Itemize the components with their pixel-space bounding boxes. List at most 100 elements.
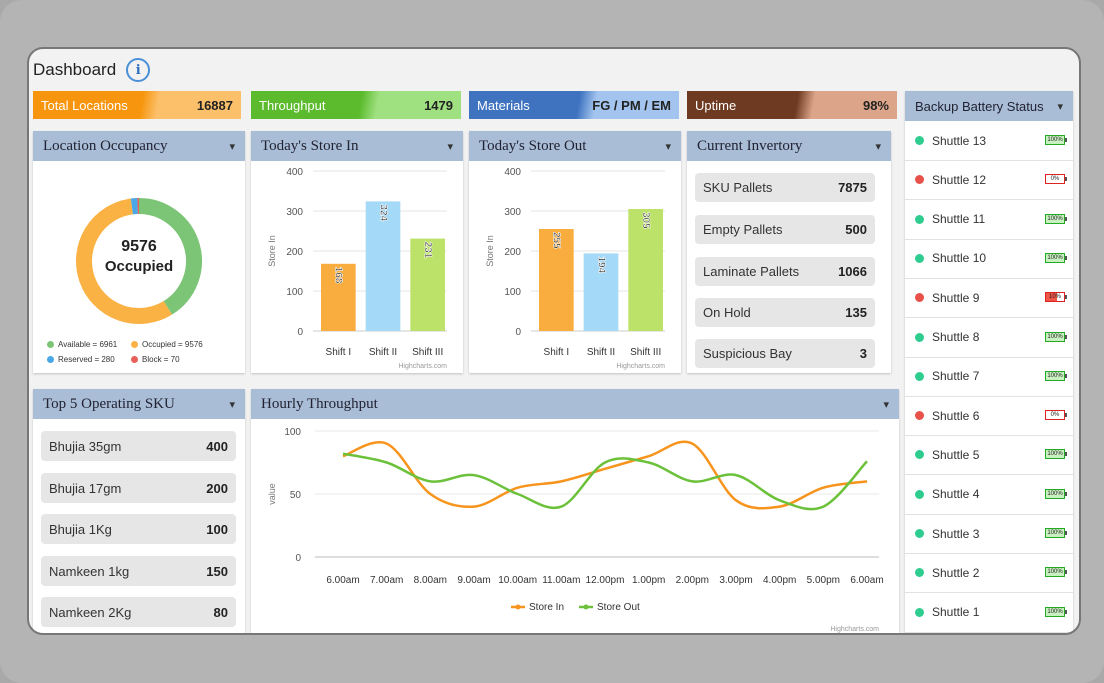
battery-row-shuttle-1[interactable]: Shuttle 1 100% [905, 593, 1073, 633]
y-tick-label: 0 [515, 327, 521, 338]
battery-row-shuttle-6[interactable]: Shuttle 6 0% [905, 396, 1073, 437]
location-occupancy-panel: Location Occupancy ▾ 9576 Occupied Avail… [33, 131, 245, 373]
kpi-uptime[interactable]: Uptime 98% [687, 91, 897, 119]
shuttle-label: Shuttle 12 [932, 172, 987, 187]
dropdown-caret-icon[interactable]: ▾ [447, 140, 453, 153]
data-label: 324 [377, 204, 388, 221]
kpi-label: Materials [477, 97, 530, 113]
battery-row-shuttle-2[interactable]: Shuttle 2 100% [905, 553, 1073, 594]
status-dot [915, 568, 924, 578]
x-tick-label: Shift II [369, 347, 397, 358]
x-tick-label: 2.00pm [676, 575, 709, 586]
inventory-item-suspicious-bay[interactable]: Suspicious Bay 3 [695, 339, 875, 368]
legend-item-reserved[interactable]: Reserved = 280 [47, 355, 115, 364]
legend-label: Block = 70 [142, 355, 180, 364]
battery-row-shuttle-4[interactable]: Shuttle 4 100% [905, 475, 1073, 515]
kpi-value: 98% [862, 97, 889, 113]
battery-row-shuttle-11[interactable]: Shuttle 11 100% [905, 200, 1073, 240]
sku-label: Namkeen 1kg [49, 563, 130, 579]
y-axis-label: value [267, 483, 277, 505]
dropdown-caret-icon[interactable]: ▾ [883, 398, 889, 411]
hourly-throughput-panel: Hourly Throughput ▾ 0 50 100 value 6.00am 7.0… [251, 389, 899, 633]
battery-row-shuttle-13[interactable]: Shuttle 13 100% [905, 121, 1073, 161]
legend-label: Store Out [597, 602, 640, 613]
x-tick-label: 6.00am [850, 575, 883, 586]
status-dot [915, 253, 924, 263]
legend-item-occupied[interactable]: Occupied = 9576 [131, 340, 203, 349]
x-tick-label: Shift III [412, 347, 443, 358]
status-dot [915, 450, 924, 460]
inventory-label: SKU Pallets [703, 180, 773, 195]
inventory-item-on-hold[interactable]: On Hold 135 [695, 298, 875, 327]
inventory-item-sku-pallets[interactable]: SKU Pallets 7875 [695, 173, 875, 202]
sku-label: Bhujia 1Kg [49, 521, 112, 537]
battery-row-shuttle-3[interactable]: Shuttle 3 100% [905, 514, 1073, 554]
kpi-total-locations[interactable]: Total Locations 16887 [33, 91, 241, 119]
current-inventory-panel: Current Invertory ▾ SKU Pallets 7875 Empt… [687, 131, 891, 373]
battery-icon: 100% [1045, 528, 1067, 538]
info-icon[interactable]: i [126, 58, 151, 82]
x-tick-label: 1.00pm [632, 575, 665, 586]
x-tick-label: 3.00pm [719, 575, 752, 586]
legend-item-block[interactable]: Block = 70 [131, 355, 180, 364]
shuttle-label: Shuttle 1 [932, 605, 980, 620]
legend-dot [47, 356, 54, 364]
y-tick-label: 100 [284, 427, 301, 438]
y-tick-label: 200 [504, 247, 521, 258]
hourly-throughput-line-chart: 0 50 100 value 6.00am 7.00am 8.00am 9.00am 10.00… [267, 427, 884, 633]
battery-row-shuttle-7[interactable]: Shuttle 7 100% [905, 357, 1073, 397]
bar-2 [365, 201, 401, 331]
shuttle-label: Shuttle 4 [932, 487, 980, 502]
inventory-value: 135 [845, 305, 867, 320]
sku-value: 100 [206, 521, 228, 537]
panel-title: Top 5 Operating SKU [43, 395, 175, 412]
battery-row-shuttle-5[interactable]: Shuttle 5 100% [905, 435, 1073, 476]
dropdown-caret-icon[interactable]: ▾ [665, 140, 671, 153]
inventory-item-laminate-pallets[interactable]: Laminate Pallets 1066 [695, 257, 875, 286]
sku-item[interactable]: Namkeen 2Kg 80 [41, 597, 236, 627]
kpi-value: FG / PM / EM [592, 97, 671, 113]
legend-label: Store In [529, 602, 564, 613]
sku-item[interactable]: Bhujia 17gm 200 [41, 473, 236, 503]
y-axis-label: Store In [267, 235, 277, 267]
dropdown-caret-icon[interactable]: ▾ [229, 140, 235, 153]
battery-row-shuttle-8[interactable]: Shuttle 8 100% [905, 318, 1073, 358]
status-dot [915, 529, 924, 538]
battery-row-shuttle-12[interactable]: Shuttle 12 0% [905, 160, 1073, 201]
sku-value: 150 [206, 563, 228, 579]
data-label: 305 [640, 212, 651, 229]
status-dot [915, 411, 924, 421]
inventory-label: On Hold [703, 305, 751, 320]
kpi-label: Throughput [259, 97, 326, 113]
sku-item[interactable]: Namkeen 1kg 150 [41, 556, 236, 586]
bar-3 [410, 238, 445, 331]
x-tick-label: 8.00am [414, 575, 447, 586]
y-tick-label: 100 [286, 287, 303, 298]
dropdown-caret-icon[interactable]: ▾ [1057, 100, 1063, 113]
legend-dot [131, 341, 138, 349]
x-tick-label: 5.00pm [807, 575, 840, 586]
legend-item-available[interactable]: Available = 6961 [47, 340, 117, 349]
dropdown-caret-icon[interactable]: ▾ [229, 398, 235, 411]
bar-2 [583, 253, 619, 331]
inventory-item-empty-pallets[interactable]: Empty Pallets 500 [695, 215, 875, 244]
panel-header: Today's Store Out ▾ [469, 131, 681, 161]
status-dot [915, 214, 924, 224]
shuttle-label: Shuttle 6 [932, 408, 980, 423]
sku-label: Bhujia 17gm [49, 480, 122, 496]
y-tick-label: 100 [504, 287, 521, 298]
legend-dot [47, 341, 54, 349]
status-dot [915, 175, 924, 185]
battery-icon: 100% [1045, 135, 1067, 145]
battery-row-shuttle-10[interactable]: Shuttle 10 100% [905, 239, 1073, 279]
y-tick-label: 400 [504, 167, 521, 178]
dropdown-caret-icon[interactable]: ▾ [875, 140, 881, 153]
battery-row-shuttle-9[interactable]: Shuttle 9 10% [905, 278, 1073, 319]
kpi-materials[interactable]: Materials FG / PM / EM [469, 91, 679, 119]
inventory-value: 3 [859, 346, 867, 361]
page-title: Dashboard [33, 60, 117, 79]
status-dot [915, 293, 924, 303]
sku-item[interactable]: Bhujia 1Kg 100 [41, 514, 236, 544]
sku-item[interactable]: Bhujia 35gm 400 [41, 431, 236, 461]
kpi-throughput[interactable]: Throughput 1479 [251, 91, 461, 119]
